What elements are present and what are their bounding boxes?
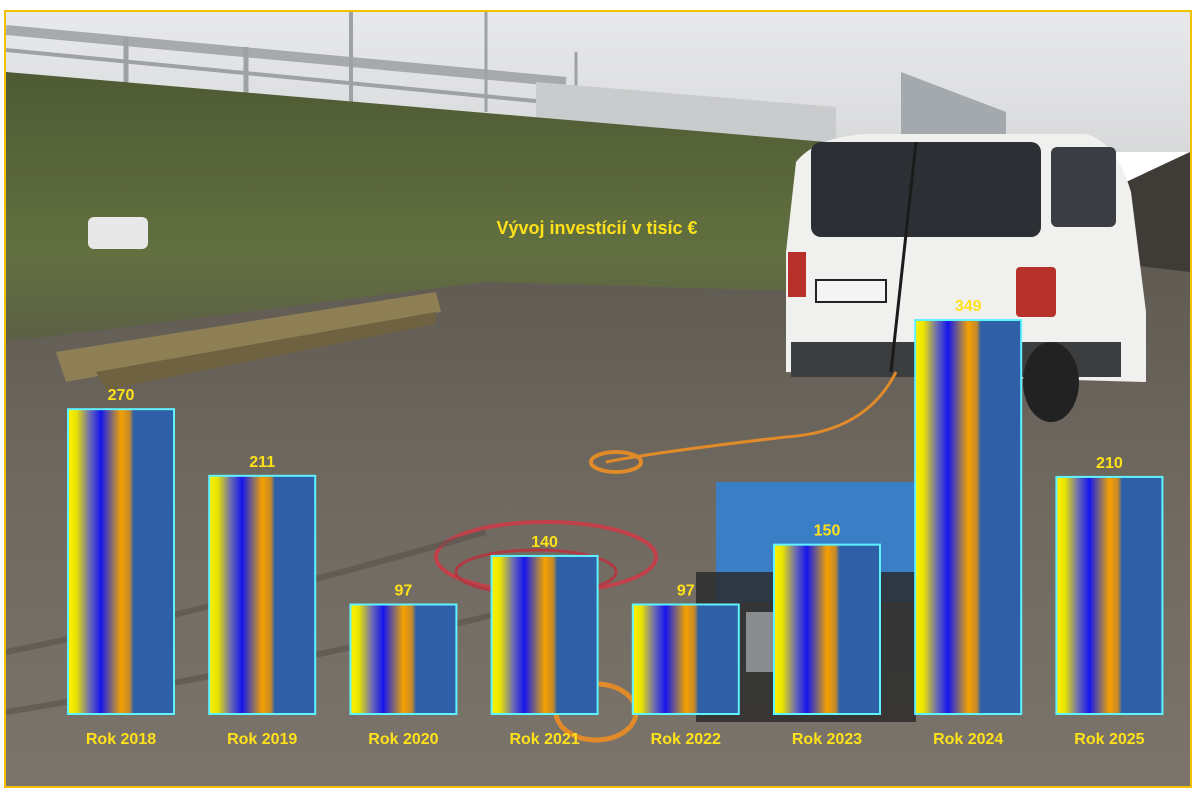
value-label: 210 [1096,455,1123,472]
value-label: 140 [531,534,558,551]
category-label: Rok 2023 [792,731,862,748]
bar-rok-2022 [631,603,740,716]
bar-rok-2019 [208,474,317,715]
white-bag [88,217,148,249]
category-label: Rok 2021 [509,731,579,748]
chart-svg: Vývoj investícií v tisíc € 270 211 97 140 97… [6,12,1190,786]
bar-rok-2023 [773,543,881,715]
category-label: Rok 2025 [1074,731,1144,748]
bar-rok-2021 [490,554,599,715]
bar-rok-2025 [1055,475,1164,715]
category-label: Rok 2019 [227,731,297,748]
value-label: 349 [955,298,982,315]
bar-rok-2018 [67,408,175,715]
category-labels: Rok 2018 Rok 2019 Rok 2020 Rok 2021 Rok 2022… [86,731,1145,748]
value-label: 150 [814,523,841,540]
bar-rok-2020 [349,603,458,716]
concrete-wall [536,82,836,152]
bars [67,319,1164,716]
value-labels: 270 211 97 140 97 150 349 210 [108,298,1123,599]
bar-rok-2024 [914,319,1023,715]
category-label: Rok 2024 [933,731,1003,748]
wooden-beams [56,292,441,382]
chart-frame: Vývoj investícií v tisíc € 270 211 97 140 97… [4,10,1192,788]
category-label: Rok 2018 [86,731,156,748]
noise-barrier [901,72,1006,152]
value-label: 97 [395,582,413,599]
category-label: Rok 2022 [651,731,721,748]
guardrail [6,12,578,122]
value-label: 270 [108,387,135,404]
category-label: Rok 2020 [368,731,438,748]
value-label: 97 [677,582,695,599]
chart-title: Vývoj investícií v tisíc € [496,218,697,238]
value-label: 211 [249,454,275,471]
